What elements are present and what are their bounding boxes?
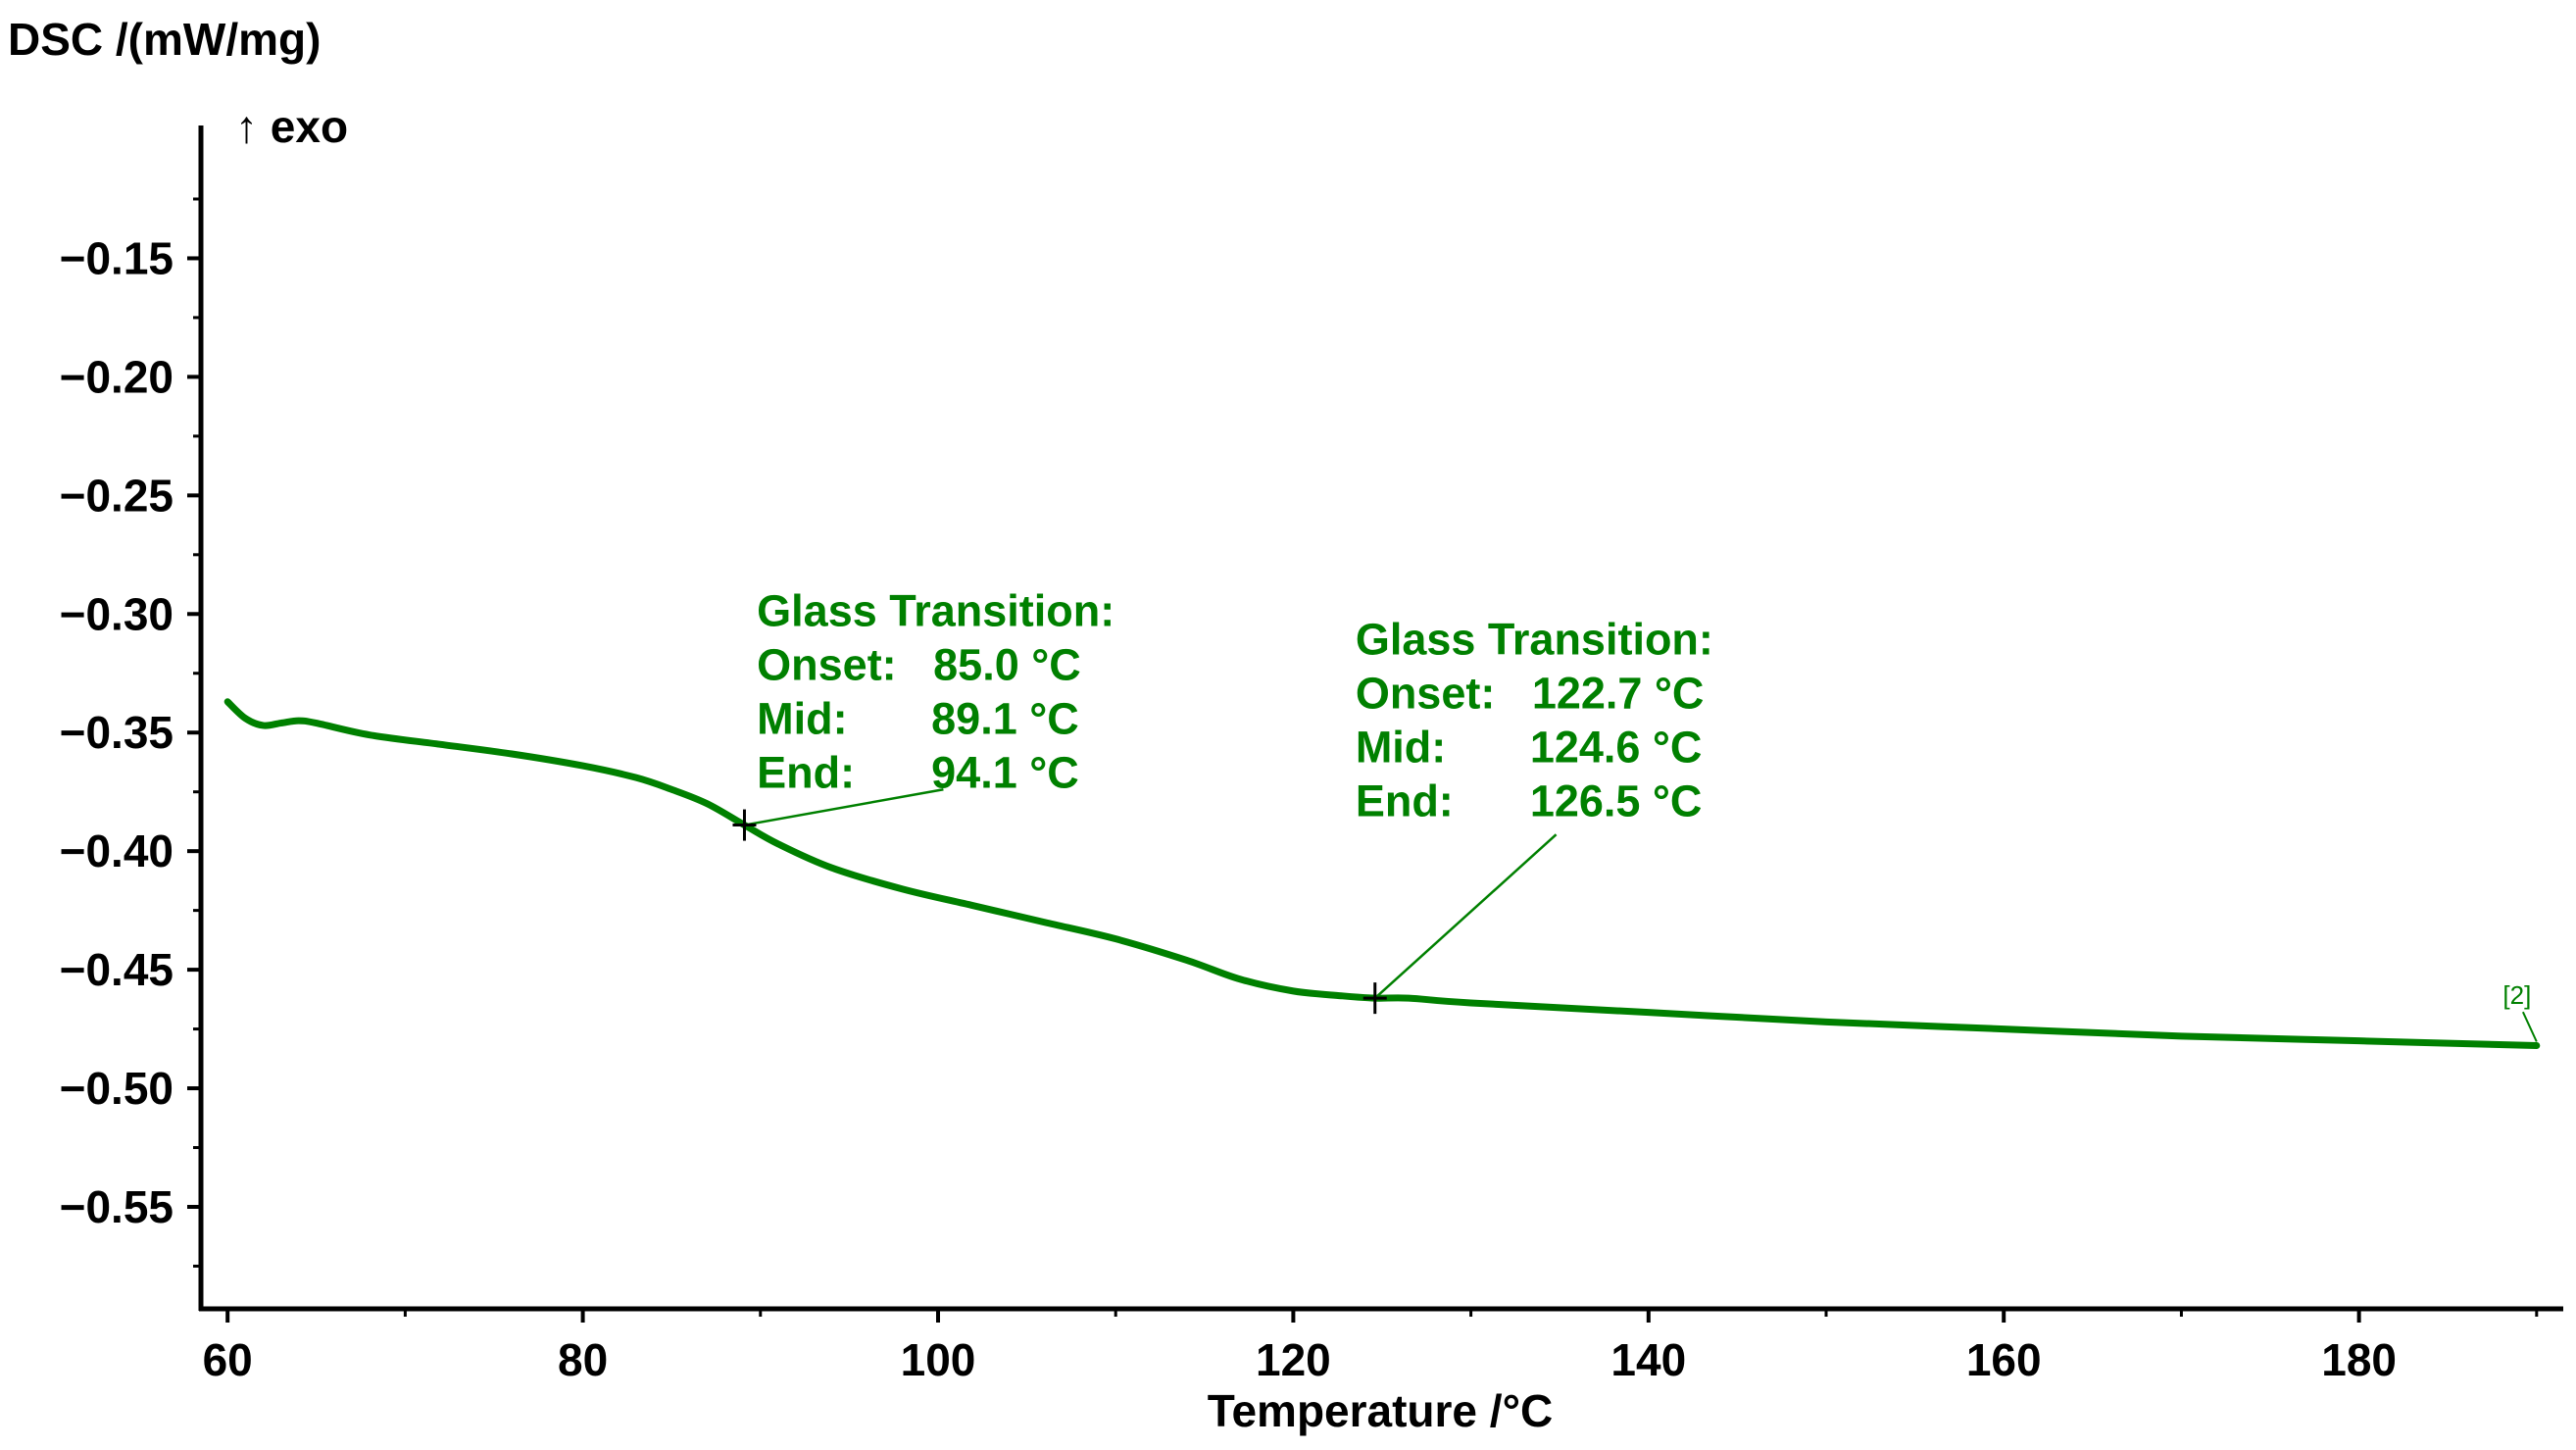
series-label-leader bbox=[2521, 1011, 2538, 1042]
x-tick-label: 140 bbox=[1610, 1334, 1686, 1385]
annotation-line-value: 126.5 °C bbox=[1530, 775, 1703, 825]
y-axis-ticks: −0.15 −0.20 −0.25 −0.30 −0.35 −0.40 −0.45 −0.50… bbox=[60, 197, 201, 1268]
x-tick-label: 80 bbox=[558, 1334, 608, 1385]
y-tick-label: −0.25 bbox=[60, 470, 173, 521]
annotation-line-label: Glass Transition: bbox=[1356, 614, 1713, 664]
y-tick-label: −0.45 bbox=[60, 944, 173, 995]
series-layer: [2] bbox=[223, 698, 2541, 1050]
x-tick-label: 100 bbox=[901, 1334, 976, 1385]
x-axis-title: Temperature /°C bbox=[1208, 1385, 1553, 1436]
annotation-line-label: Onset: bbox=[1356, 668, 1496, 718]
y-tick-label: −0.20 bbox=[60, 351, 173, 402]
annotation-line-value: 85.0 °C bbox=[933, 639, 1081, 689]
x-axis-ticks: 60 80 100 120 140 160 180 bbox=[203, 1309, 2539, 1385]
exo-direction-label: ↑ exo bbox=[235, 101, 348, 152]
x-tick-label: 60 bbox=[203, 1334, 253, 1385]
y-tick-label: −0.15 bbox=[60, 232, 173, 283]
x-tick-label: 160 bbox=[1966, 1334, 2042, 1385]
annotation-leader-line bbox=[744, 788, 944, 826]
annotation-line-label: End: bbox=[757, 747, 855, 797]
annotation-line-label: Mid: bbox=[757, 693, 847, 743]
x-tick-label: 180 bbox=[2321, 1334, 2397, 1385]
y-tick-label: −0.40 bbox=[60, 825, 173, 876]
y-tick-label: −0.35 bbox=[60, 707, 173, 758]
annotation-line-label: End: bbox=[1356, 775, 1454, 825]
annotation-leader-line bbox=[1373, 833, 1558, 1000]
annotation-line-label: Onset: bbox=[757, 639, 897, 689]
x-tick-label: 120 bbox=[1256, 1334, 1331, 1385]
annotation-line-value: 94.1 °C bbox=[931, 747, 1079, 797]
y-tick-label: −0.50 bbox=[60, 1063, 173, 1114]
annotation-line-label: Mid: bbox=[1356, 722, 1446, 772]
annotation-line-label: Glass Transition: bbox=[757, 585, 1115, 635]
annotation-line-value: 122.7 °C bbox=[1532, 668, 1705, 718]
y-tick-label: −0.55 bbox=[60, 1181, 173, 1232]
annotation-line-value: 89.1 °C bbox=[931, 693, 1079, 743]
series-label: [2] bbox=[2502, 980, 2531, 1010]
y-tick-label: −0.30 bbox=[60, 588, 173, 639]
dsc-series-line bbox=[223, 698, 2541, 1050]
y-axis-title: DSC /(mW/mg) bbox=[8, 14, 321, 65]
annotation-line-value: 124.6 °C bbox=[1530, 722, 1703, 772]
